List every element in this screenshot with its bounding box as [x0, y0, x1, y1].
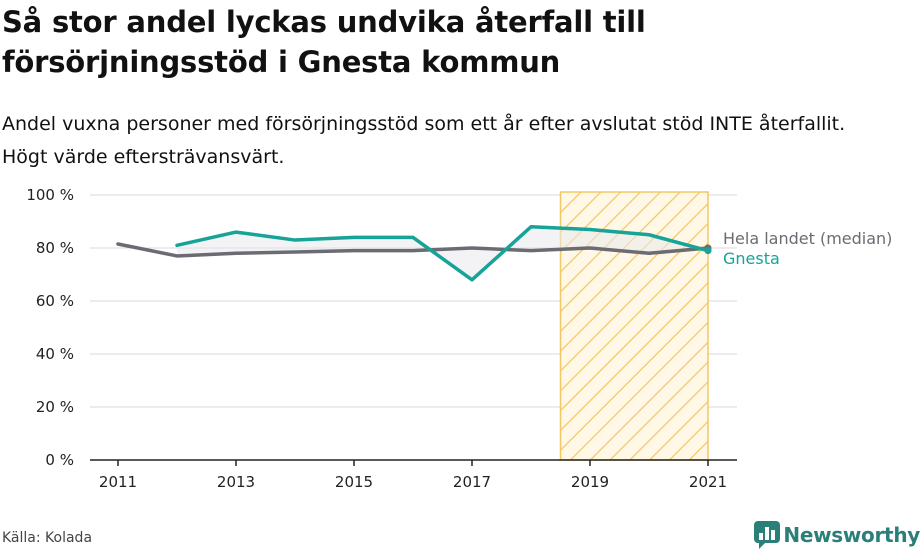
x-tick-label: 2021 — [689, 473, 727, 491]
x-tick-label: 2015 — [335, 473, 373, 491]
chart-title: Så stor andel lyckas undvika återfall ti… — [2, 5, 646, 79]
brand-name: Newsworthy — [783, 523, 920, 547]
axes: 0 % 20 % 40 % 60 % 80 % 100 % 2011 2013 2015 2017… — [26, 186, 737, 491]
gnesta-end-point — [704, 247, 712, 255]
y-tick-label: 80 % — [36, 239, 74, 257]
line-chart: 0 % 20 % 40 % 60 % 80 % 100 % 2011 2013 2015 2017… — [26, 186, 892, 491]
x-tick-label: 2013 — [217, 473, 255, 491]
median-line — [116, 242, 710, 258]
gnesta-line — [175, 225, 710, 282]
series-lines — [116, 225, 712, 282]
y-tick-label: 20 % — [36, 398, 74, 416]
median-series-label: Hela landet (median) — [723, 229, 892, 248]
y-tick-label: 60 % — [36, 292, 74, 310]
y-tick-label: 40 % — [36, 345, 74, 363]
y-tick-label: 0 % — [45, 451, 74, 469]
source-note: Källa: Kolada — [2, 530, 93, 546]
x-tick-label: 2017 — [453, 473, 491, 491]
brand-logo: Newsworthy — [753, 520, 920, 550]
newsworthy-logo-icon — [754, 521, 781, 549]
x-tick-label: 2019 — [571, 473, 609, 491]
gnesta-series-label: Gnesta — [723, 249, 780, 268]
y-tick-label: 100 % — [26, 186, 74, 204]
series-labels: Hela landet (median)Gnesta — [723, 229, 892, 268]
chart-subtitle: Andel vuxna personer med försörjningsstö… — [2, 113, 846, 168]
x-tick-label: 2011 — [99, 473, 137, 491]
